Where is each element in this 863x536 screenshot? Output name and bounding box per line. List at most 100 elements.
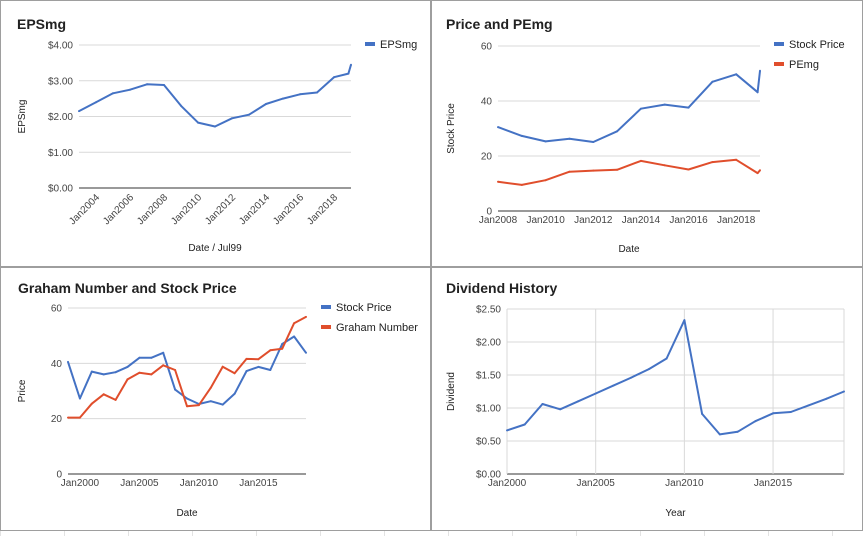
data-point <box>162 351 165 354</box>
data-point <box>197 404 200 407</box>
y-tick-label: 0 <box>486 207 492 218</box>
data-point <box>665 357 668 360</box>
data-point <box>163 84 165 86</box>
data-point <box>759 169 761 172</box>
data-point <box>647 368 650 371</box>
legend-swatch <box>321 325 331 329</box>
data-point <box>248 113 250 116</box>
chart-title: Dividend History <box>446 280 557 296</box>
legend-label: PEmg <box>789 59 819 71</box>
data-point <box>257 358 260 361</box>
data-point <box>67 416 69 419</box>
x-tick-label: Jan2012 <box>203 192 238 227</box>
y-tick-label: 60 <box>481 42 493 53</box>
data-point <box>150 373 153 376</box>
data-point <box>114 398 117 401</box>
data-point <box>756 172 759 175</box>
y-axis-label: Price <box>17 379 28 402</box>
data-point <box>754 420 757 423</box>
data-point <box>759 69 761 72</box>
y-tick-label: $0.50 <box>476 437 501 448</box>
x-axis-label: Date <box>618 244 640 255</box>
data-point <box>150 356 153 359</box>
data-point <box>701 412 704 415</box>
data-point <box>711 161 714 164</box>
x-tick-label: Jan2010 <box>526 215 565 226</box>
chart-title: Price and PEmg <box>446 16 553 32</box>
data-point <box>568 170 571 173</box>
data-point <box>541 403 544 405</box>
x-tick-label: Jan2014 <box>237 192 272 227</box>
data-point <box>592 141 595 143</box>
chart-title: EPSmg <box>17 16 66 32</box>
data-point <box>78 416 81 419</box>
data-point <box>735 73 738 76</box>
x-axis-label: Date <box>176 508 198 519</box>
data-point <box>568 137 571 140</box>
x-tick-label: Jan2000 <box>61 478 100 489</box>
data-point <box>350 63 352 66</box>
data-point <box>711 80 714 83</box>
data-point <box>214 125 216 128</box>
x-tick-label: Jan2008 <box>135 192 170 227</box>
data-point <box>186 397 188 400</box>
data-point <box>523 423 526 426</box>
y-tick-label: 40 <box>481 97 493 108</box>
data-point <box>520 134 523 137</box>
x-tick-label: Jan2005 <box>576 478 615 489</box>
graham-chart: Graham Number and Stock Price 0 20 40 60 Jan2… <box>17 280 418 519</box>
data-point <box>138 371 141 374</box>
data-point <box>305 315 307 318</box>
data-point <box>233 392 236 395</box>
data-point <box>639 159 642 162</box>
data-point <box>544 179 547 182</box>
data-point <box>559 408 562 411</box>
y-axis-label: Stock Price <box>446 103 457 154</box>
data-point <box>520 183 523 186</box>
data-point <box>594 392 597 395</box>
data-point <box>718 433 721 436</box>
data-point <box>78 397 81 400</box>
data-point <box>78 110 80 113</box>
series-line <box>78 64 352 128</box>
y-tick-label: 20 <box>51 414 63 425</box>
data-point <box>616 168 619 171</box>
data-point <box>174 388 177 391</box>
data-point <box>592 169 595 172</box>
data-point <box>497 126 499 129</box>
data-point <box>90 402 93 405</box>
x-tick-label: Jan2015 <box>239 478 278 489</box>
x-tick-label: Jan2010 <box>665 478 704 489</box>
y-tick-label: 60 <box>51 304 63 315</box>
x-tick-label: Jan2016 <box>271 192 306 227</box>
data-point <box>281 347 284 350</box>
data-point <box>305 351 307 354</box>
data-point <box>687 106 690 109</box>
y-axis-label: EPSmg <box>17 100 28 134</box>
y-tick-label: $2.50 <box>476 305 501 316</box>
series-line <box>506 319 845 436</box>
data-point <box>126 365 129 368</box>
data-point <box>269 369 272 371</box>
x-tick-label: Jan2012 <box>574 215 613 226</box>
data-point <box>197 121 199 124</box>
data-point <box>282 97 284 100</box>
price-pe-chart-panel: Price and PEmg 0 20 40 60 Jan2008 Jan2010 Jan20… <box>431 0 863 267</box>
data-point <box>112 92 114 95</box>
eps-chart-panel: EPSmg $0.00 $1.00 $2.00 $3.00 $4.00 Jan2004 Jan… <box>0 0 431 267</box>
data-point <box>683 319 686 322</box>
legend-swatch <box>774 62 784 66</box>
y-tick-label: 0 <box>56 470 62 481</box>
data-point <box>186 405 188 408</box>
price-pe-chart: Price and PEmg 0 20 40 60 Jan2008 Jan2010 Jan20… <box>446 16 845 255</box>
data-point <box>612 384 615 387</box>
data-point <box>316 91 318 94</box>
x-axis-label: Date / Jul99 <box>188 243 242 254</box>
data-point <box>221 403 224 406</box>
data-point <box>772 412 775 415</box>
legend-swatch <box>774 42 784 46</box>
x-tick-label: Jan2015 <box>754 478 793 489</box>
data-point <box>735 158 738 161</box>
chart-title: Graham Number and Stock Price <box>18 280 237 296</box>
series-line <box>497 158 761 186</box>
